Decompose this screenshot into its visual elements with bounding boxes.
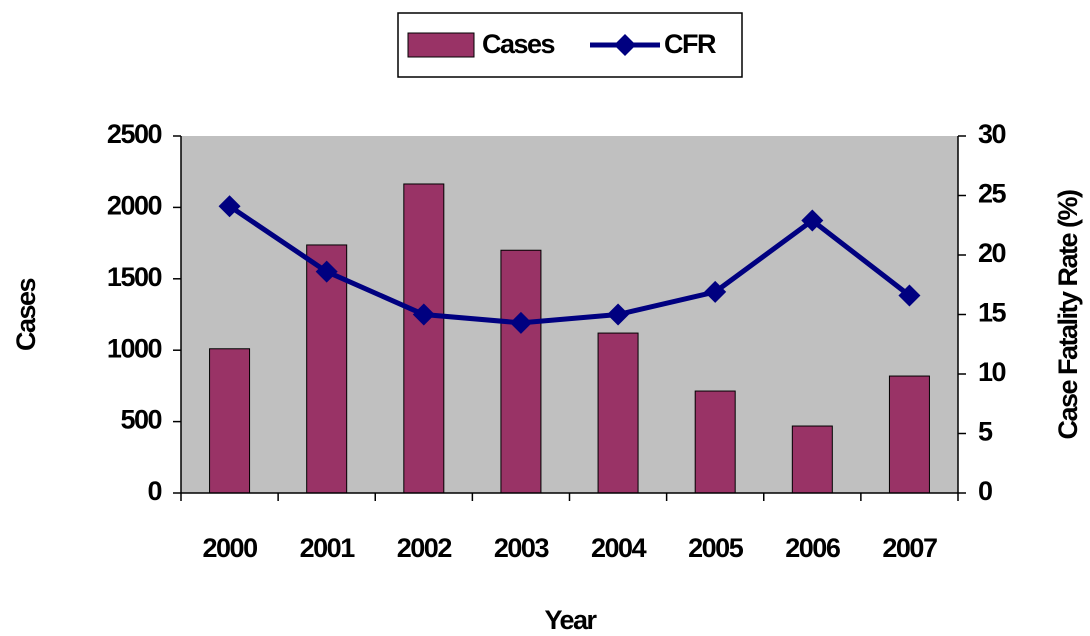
y2-tick-label: 15 — [978, 298, 1007, 328]
y-tick-label: 0 — [147, 476, 161, 506]
bar — [694, 390, 736, 494]
y-tick-label: 500 — [120, 405, 161, 435]
bar — [791, 425, 833, 494]
marker — [509, 311, 532, 334]
marker — [412, 303, 435, 326]
legend-label: Cases — [482, 29, 555, 59]
marker — [801, 209, 824, 232]
x-tick-label: 2002 — [397, 533, 452, 563]
bar — [500, 249, 542, 494]
y2-tick-label: 20 — [978, 238, 1006, 268]
marker — [607, 303, 630, 326]
x-tick-label: 2004 — [591, 533, 647, 563]
marker — [898, 284, 921, 307]
y2-tick-label: 5 — [978, 417, 993, 447]
y2-tick-label: 25 — [978, 179, 1007, 209]
x-tick-label: 2001 — [300, 533, 356, 563]
y-tick-label: 2500 — [107, 119, 162, 149]
bar — [597, 332, 639, 494]
y2-tick-label: 0 — [978, 476, 992, 506]
y-tick-label: 1500 — [107, 262, 162, 292]
x-tick-label: 2000 — [203, 533, 258, 563]
y2-tick-label: 10 — [978, 357, 1006, 387]
x-tick-label: 2006 — [785, 533, 841, 563]
marker — [315, 260, 338, 283]
plot-area — [181, 136, 958, 493]
legend-marker — [614, 34, 636, 56]
y2-tick-label: 30 — [978, 119, 1006, 149]
legend-swatch — [407, 32, 475, 58]
y-axis-title: Cases — [11, 278, 41, 351]
y2-axis-title: Case Fatality Rate (%) — [1053, 190, 1083, 440]
x-tick-label: 2007 — [882, 533, 937, 563]
y-tick-label: 2000 — [107, 191, 162, 221]
bar — [403, 183, 445, 494]
line — [228, 204, 911, 326]
x-axis-title: Year — [544, 605, 597, 635]
bar — [209, 348, 251, 494]
bar — [888, 375, 930, 494]
marker — [704, 280, 727, 303]
legend-label: CFR — [664, 29, 716, 59]
x-tick-label: 2005 — [688, 533, 744, 563]
marker — [218, 195, 241, 218]
x-tick-label: 2003 — [494, 533, 550, 563]
y-tick-label: 1000 — [107, 333, 162, 363]
